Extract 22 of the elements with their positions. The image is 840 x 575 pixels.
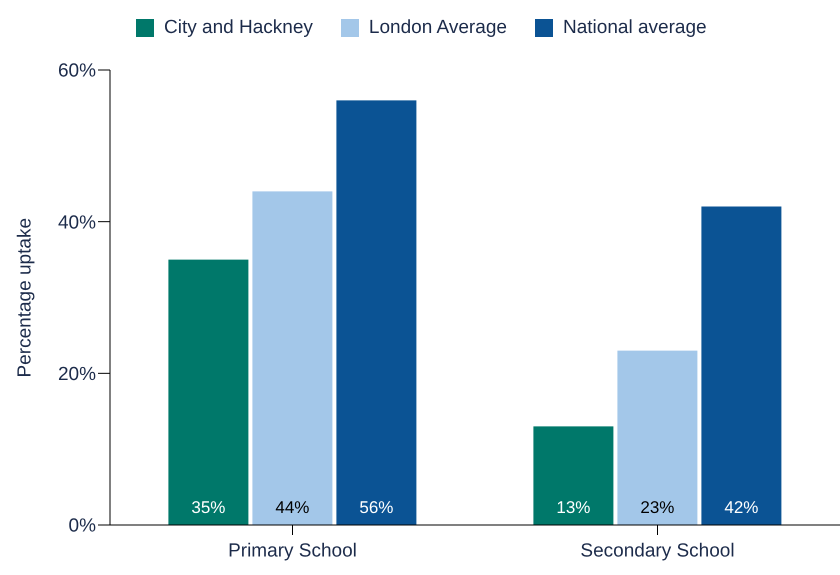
- bar: [617, 350, 698, 525]
- bar: [701, 206, 782, 525]
- y-tick-label: 40%: [58, 212, 96, 234]
- legend-label: National average: [562, 17, 707, 39]
- bar: [168, 260, 248, 525]
- y-tick-label: 0%: [68, 516, 96, 537]
- data-label: 23%: [640, 498, 674, 517]
- bar: [533, 426, 614, 525]
- data-label: 42%: [724, 498, 758, 517]
- legend-label: City and Hackney: [164, 17, 313, 39]
- x-tick-label: Primary School: [228, 540, 357, 562]
- y-tick-label: 20%: [58, 364, 96, 386]
- x-tick-label: Secondary School: [580, 540, 735, 562]
- data-label: 35%: [191, 498, 226, 517]
- data-label: 44%: [275, 498, 310, 517]
- legend-label: London Average: [368, 17, 507, 39]
- bar: [252, 191, 332, 525]
- data-label: 56%: [359, 498, 394, 517]
- data-label: 13%: [556, 498, 590, 517]
- y-tick-label: 60%: [58, 60, 96, 82]
- bar: [336, 100, 416, 525]
- y-axis-title: Percentage uptake: [14, 218, 36, 378]
